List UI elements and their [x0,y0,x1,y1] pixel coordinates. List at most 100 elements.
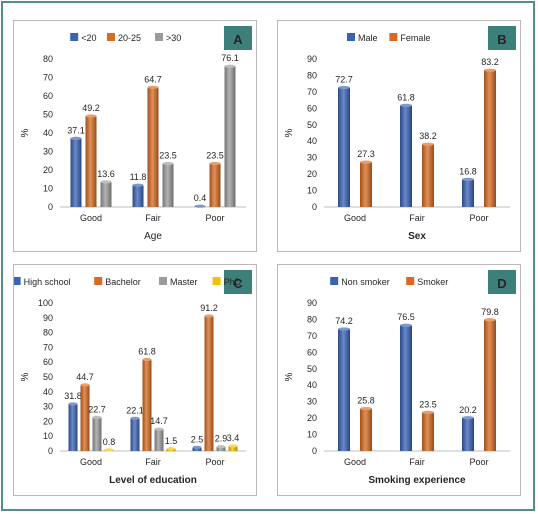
y-tick-label: 40 [43,128,53,138]
bar-cap [85,114,97,118]
panel-badge-letter: B [497,32,506,47]
bar [216,446,226,451]
bar [92,417,102,451]
data-label: 13.6 [97,169,115,179]
x-tick-label: Good [344,457,366,467]
bar [85,115,97,207]
data-label: 0.8 [103,437,116,447]
y-tick-label: 20 [307,413,317,423]
legend-swatch [159,277,167,285]
x-tick-label: Poor [205,457,224,467]
y-tick-label: 0 [312,446,317,456]
x-axis-label: Sex [408,231,426,242]
data-label: 83.2 [481,57,499,67]
y-tick-label: 70 [307,87,317,97]
x-tick-label: Good [344,213,366,223]
panel-smoking: D Non smoker Smoker 0 10 20 30 40 50 60 70 80 90% Goo… [277,264,521,496]
data-label: 14.7 [150,416,168,426]
data-label: 49.2 [82,103,100,113]
bar [228,445,238,451]
y-axis-label: % [284,128,295,137]
bar-cap [204,314,214,318]
bar [192,447,202,451]
legend-label: Bachelor [105,277,141,287]
y-axis-label: % [20,372,31,381]
y-tick-label: 90 [43,313,53,323]
y-tick-label: 90 [307,298,317,308]
y-tick-label: 10 [307,430,317,440]
y-tick-label: 60 [307,103,317,113]
bar-cap [400,323,412,327]
legend-item: Master [159,277,198,287]
data-label: 27.3 [357,149,375,159]
data-label: 25.8 [357,396,375,406]
data-label: 64.7 [144,74,162,84]
data-label: 22.7 [88,404,106,414]
y-tick-label: 50 [307,364,317,374]
y-tick-label: 60 [43,357,53,367]
y-tick-label: 50 [43,372,53,382]
data-label: 23.5 [159,151,177,161]
x-tick-label: Fair [145,457,161,467]
legend-swatch [14,277,21,285]
y-tick-label: 60 [43,91,53,101]
bar [147,87,159,207]
bar-cap [422,142,434,146]
legend-label: Female [400,33,430,43]
y-tick-label: 80 [43,54,53,64]
data-label: 23.5 [206,151,224,161]
bar [204,316,214,451]
legend-item: Female [389,33,430,43]
legend-swatch [389,33,398,41]
legend-label: PhD [224,277,242,287]
chart-svg: A <20 20-25 >30 0 10 20 30 40 50 60 70 80% Good 37.1 49… [20,26,252,242]
panel-badge-letter: C [233,276,243,291]
bar-cap [484,318,496,322]
legend-item: 20-25 [107,33,141,43]
data-label: 1.5 [165,436,178,446]
y-axis-label: % [20,128,31,137]
bar-cap [228,444,238,448]
panel-education: C High school Bachelor Master PhD 0 10 20 30 40 50… [13,264,257,496]
data-label: 61.8 [397,92,415,102]
data-label: 91.2 [200,303,218,313]
y-tick-label: 20 [307,169,317,179]
chart-svg: D Non smoker Smoker 0 10 20 30 40 50 60 70 80 90% Goo… [284,270,516,486]
y-tick-label: 10 [43,184,53,194]
panel-badge [224,270,252,294]
y-tick-label: 0 [48,202,53,212]
data-label: 0.4 [194,193,207,203]
y-tick-label: 0 [48,446,53,456]
data-label: 3.4 [227,433,240,443]
bar-cap [224,64,236,68]
bar [422,144,434,207]
y-tick-label: 80 [43,328,53,338]
bar [400,325,412,451]
legend-label: Male [358,33,378,43]
y-tick-label: 60 [307,347,317,357]
bar-cap [338,85,350,90]
y-tick-label: 90 [307,54,317,64]
bar-cap [484,68,496,72]
y-tick-label: 70 [307,331,317,341]
y-tick-label: 30 [43,402,53,412]
y-tick-label: 40 [307,380,317,390]
y-tick-label: 30 [307,153,317,163]
legend-label: Non smoker [341,277,390,287]
bar [154,429,164,451]
bar-cap [162,161,174,166]
legend-item: >30 [155,33,181,43]
y-tick-label: 80 [307,70,317,80]
bar-cap [68,402,78,406]
legend-swatch [107,33,115,41]
y-tick-label: 20 [43,165,53,175]
data-label: 20.2 [459,405,477,415]
legend-swatch [155,33,163,41]
bar-cap [462,177,474,181]
y-tick-label: 50 [307,120,317,130]
bar [130,418,140,451]
panel-age: A <20 20-25 >30 0 10 20 30 40 50 60 70 80% Good 37.1 49… [13,20,257,252]
bar-cap [142,357,152,362]
data-label: 11.8 [130,172,147,182]
legend-item: Smoker [406,277,448,287]
